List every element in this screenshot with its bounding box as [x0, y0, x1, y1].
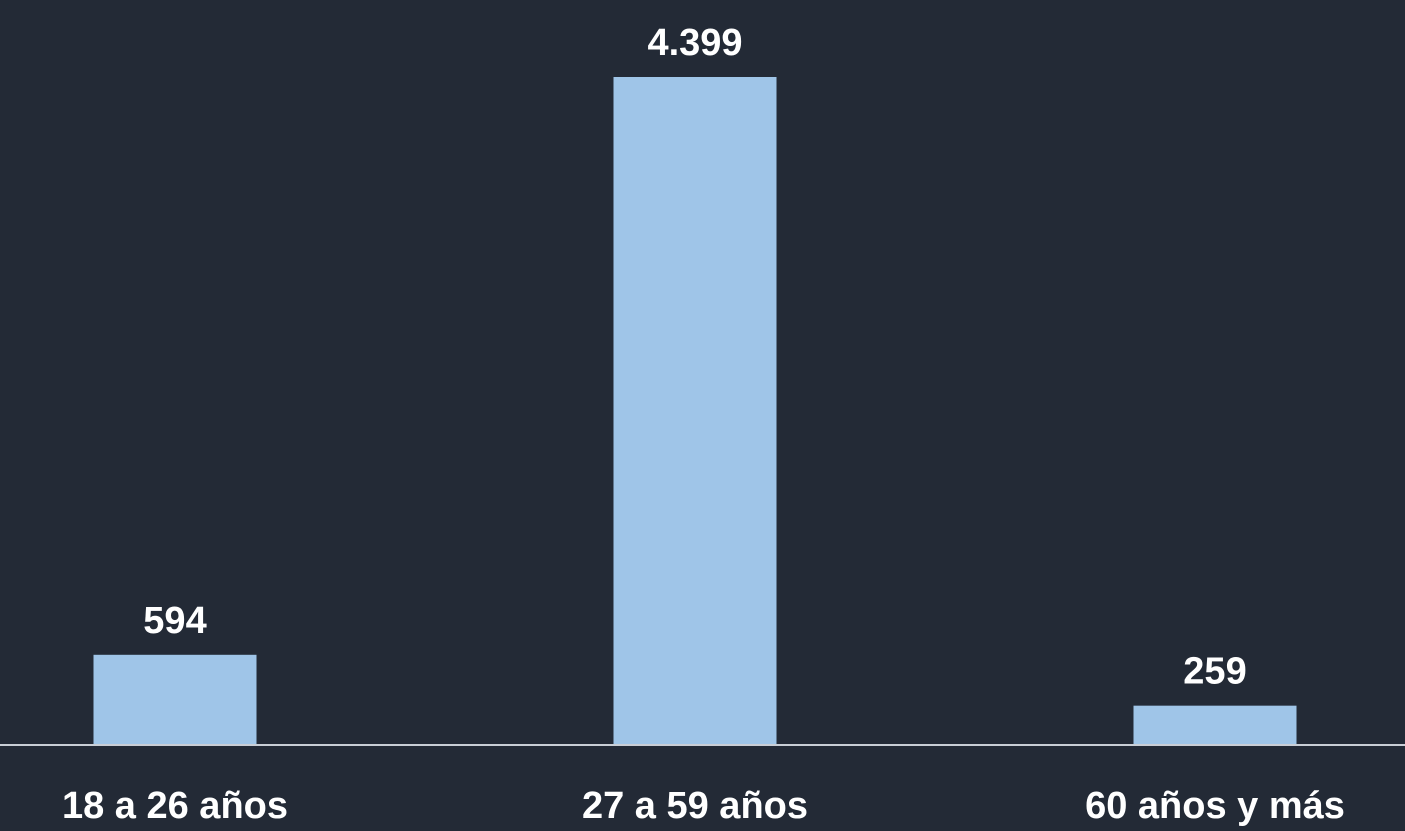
value-label-2: 4.399 [647, 22, 742, 64]
category-label-1: 18 a 26 años [62, 785, 288, 827]
category-labels-group: 18 a 26 años 27 a 59 años 60 años y más [62, 785, 1345, 827]
bar-3 [1133, 705, 1297, 745]
bar-1 [93, 654, 257, 745]
category-label-2: 27 a 59 años [582, 785, 808, 827]
bars-group [93, 77, 1297, 745]
category-label-3: 60 años y más [1085, 785, 1345, 827]
bar-2 [613, 77, 777, 745]
value-labels-group: 594 4.399 259 [143, 22, 1246, 693]
value-label-3: 259 [1183, 651, 1246, 693]
value-label-1: 594 [143, 600, 206, 642]
